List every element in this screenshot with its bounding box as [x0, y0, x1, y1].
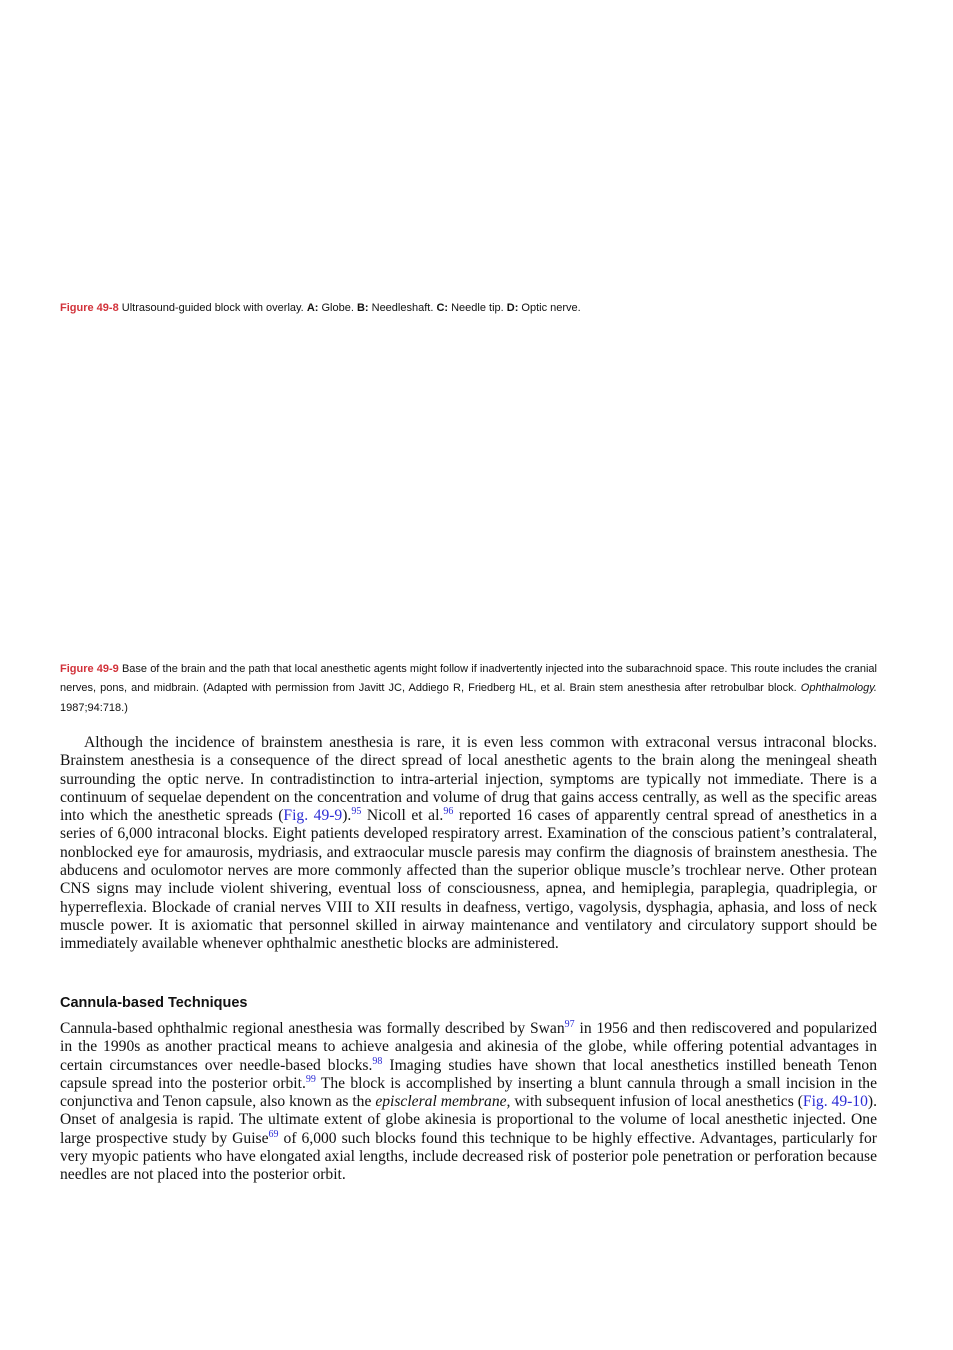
figure-label: Figure 49-8 — [60, 302, 119, 314]
text-run: 1987;94:718.) — [60, 701, 128, 714]
reference[interactable]: 99 — [305, 1073, 316, 1085]
figure-caption: Figure 49-8 Ultrasound-guided block with… — [60, 299, 877, 318]
reference[interactable]: 69 — [268, 1128, 279, 1140]
section-heading: Cannula-based Techniques — [60, 995, 248, 1011]
reference[interactable]: 98 — [372, 1055, 383, 1067]
text-run: in 1956 and then rediscovered and popula… — [60, 1020, 877, 1074]
text-run: of 6,000 such blocks found this techniqu… — [60, 1129, 877, 1184]
text-run: Nicoll et al. — [361, 807, 444, 825]
text-run: with subsequent infusion of local anesth… — [510, 1093, 803, 1111]
figure-link[interactable]: Fig. 49-10 — [802, 1093, 868, 1111]
figure-link[interactable]: Fig. 49-9 — [283, 807, 343, 825]
text-run: Although the incidence of brainstem anes… — [60, 734, 877, 825]
text-run: D: — [506, 302, 519, 314]
text-run: Needleshaft. — [368, 302, 437, 314]
text-run: Globe. — [318, 302, 357, 314]
text-run: Ophthalmology. — [800, 682, 877, 695]
text-run: Needle tip. — [448, 302, 507, 314]
paragraph: Although the incidence of brainstem anes… — [60, 734, 877, 954]
text-run: ). — [342, 807, 352, 825]
text-run: B: — [356, 302, 369, 314]
text-run: Optic nerve. — [518, 302, 581, 314]
figure-caption: Figure 49-9 Base of the brain and the pa… — [60, 660, 877, 718]
reference[interactable]: 96 — [443, 806, 454, 817]
text-run: Imaging studies have shown that local an… — [60, 1056, 877, 1092]
text-run: ). Onset of analgesia is rapid. The ulti… — [60, 1093, 877, 1147]
text-run: Ultrasound-guided block with overlay. — [118, 302, 307, 314]
figure-label: Figure 49-9 — [60, 663, 119, 675]
text-run: Base of the brain and the path that loca… — [60, 663, 877, 695]
text-run: episcleral membrane, — [375, 1093, 511, 1111]
text-run: A: — [306, 302, 319, 314]
paragraph: Cannula-based ophthalmic regional anesth… — [60, 1018, 877, 1185]
text-run: reported 16 cases of apparently central … — [60, 807, 878, 953]
text-run: The block is accomplished by inserting a… — [60, 1074, 877, 1111]
text-run: Cannula-based ophthalmic regional anesth… — [60, 1020, 565, 1037]
reference[interactable]: 95 — [351, 806, 362, 817]
reference[interactable]: 97 — [564, 1018, 575, 1030]
text-run: C: — [436, 302, 449, 314]
